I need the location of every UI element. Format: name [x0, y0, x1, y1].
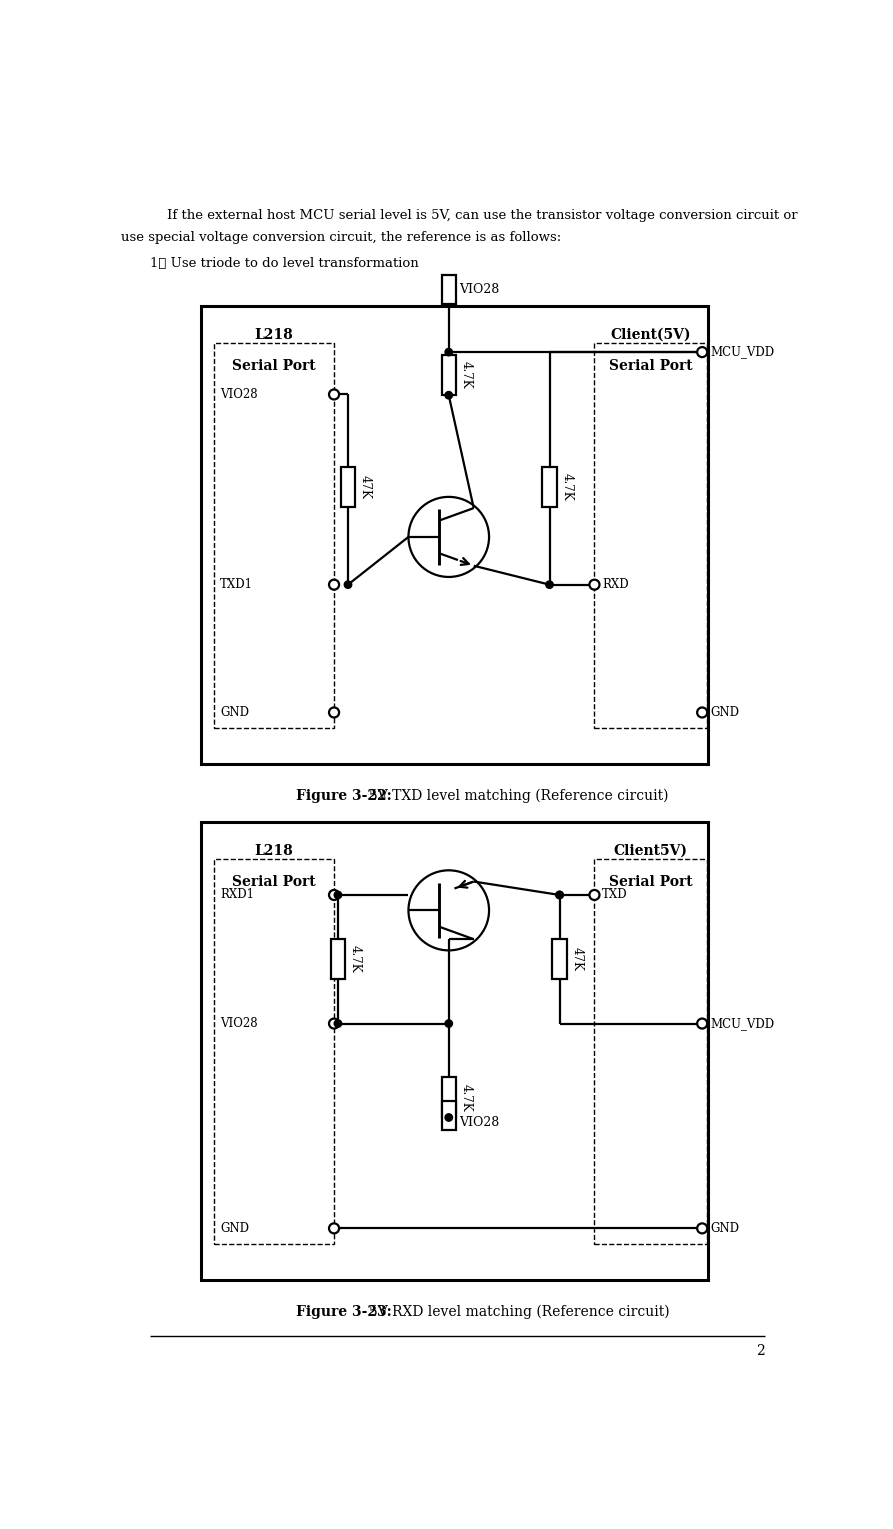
Bar [553, 939, 567, 979]
Text: GND: GND [710, 1222, 739, 1235]
Circle shape [445, 1020, 453, 1027]
Bar [595, 342, 707, 728]
Circle shape [334, 1020, 342, 1027]
Bar [330, 939, 345, 979]
Text: MCU_VDD: MCU_VDD [710, 346, 774, 359]
Text: VIO28: VIO28 [459, 283, 499, 297]
Text: 4.7K: 4.7K [460, 361, 472, 388]
Text: TXD1: TXD1 [221, 578, 253, 592]
Text: Client5V): Client5V) [613, 844, 688, 858]
Circle shape [329, 579, 339, 590]
Text: Serial Port: Serial Port [609, 359, 692, 373]
Circle shape [697, 708, 707, 717]
Text: L218: L218 [255, 329, 294, 342]
Circle shape [697, 347, 707, 358]
Text: 4.7K: 4.7K [560, 472, 573, 500]
Bar [442, 275, 455, 304]
Bar [214, 342, 334, 728]
Bar [441, 1078, 456, 1118]
Circle shape [445, 349, 453, 356]
Text: VIO28: VIO28 [221, 1017, 258, 1031]
Circle shape [697, 1018, 707, 1029]
Text: GND: GND [710, 706, 739, 719]
Bar [442, 1101, 455, 1130]
Circle shape [408, 497, 489, 576]
Circle shape [329, 1223, 339, 1234]
Circle shape [697, 1223, 707, 1234]
Text: GND: GND [221, 706, 249, 719]
Bar [441, 355, 456, 394]
Text: TXD: TXD [602, 888, 628, 902]
Text: 5V RXD level matching (Reference circuit): 5V RXD level matching (Reference circuit… [369, 1304, 670, 1320]
Circle shape [329, 708, 339, 717]
Text: 4.7K: 4.7K [349, 945, 362, 972]
Text: If the external host MCU serial level is 5V, can use the transistor voltage conv: If the external host MCU serial level is… [150, 209, 798, 222]
Bar [214, 859, 334, 1243]
Circle shape [546, 581, 554, 589]
Bar [201, 306, 708, 764]
Text: Serial Port: Serial Port [609, 875, 692, 888]
Text: use special voltage conversion circuit, the reference is as follows:: use special voltage conversion circuit, … [121, 231, 561, 245]
Text: Figure 3-23:: Figure 3-23: [296, 1304, 392, 1318]
Text: L218: L218 [255, 844, 294, 858]
Text: 4.7K: 4.7K [460, 1084, 472, 1112]
Text: 2: 2 [756, 1344, 765, 1358]
Text: 47K: 47K [359, 476, 371, 498]
Text: VIO28: VIO28 [221, 388, 258, 401]
Text: GND: GND [221, 1222, 249, 1235]
Text: RXD: RXD [602, 578, 629, 592]
Circle shape [334, 891, 342, 899]
Text: RXD1: RXD1 [221, 888, 255, 902]
Text: Serial Port: Serial Port [232, 875, 316, 888]
Circle shape [589, 890, 599, 901]
Circle shape [445, 391, 453, 399]
Bar [201, 821, 708, 1280]
Circle shape [329, 1018, 339, 1029]
Circle shape [589, 579, 599, 590]
Bar [542, 466, 556, 508]
Text: MCU_VDD: MCU_VDD [710, 1017, 774, 1031]
Text: 1、 Use triode to do level transformation: 1、 Use triode to do level transformation [150, 257, 419, 269]
Circle shape [345, 581, 352, 589]
Text: 47K: 47K [571, 946, 583, 971]
Circle shape [555, 891, 563, 899]
Circle shape [329, 390, 339, 399]
Circle shape [445, 1113, 453, 1121]
Circle shape [329, 890, 339, 901]
Circle shape [555, 891, 563, 899]
Text: 5V TXD level matching (Reference circuit): 5V TXD level matching (Reference circuit… [369, 789, 669, 803]
Bar [595, 859, 707, 1243]
Text: VIO28: VIO28 [459, 1116, 499, 1128]
Circle shape [408, 870, 489, 951]
Text: Serial Port: Serial Port [232, 359, 316, 373]
Bar [341, 466, 355, 508]
Text: Client(5V): Client(5V) [611, 329, 691, 342]
Text: Figure 3-22:: Figure 3-22: [296, 789, 392, 803]
